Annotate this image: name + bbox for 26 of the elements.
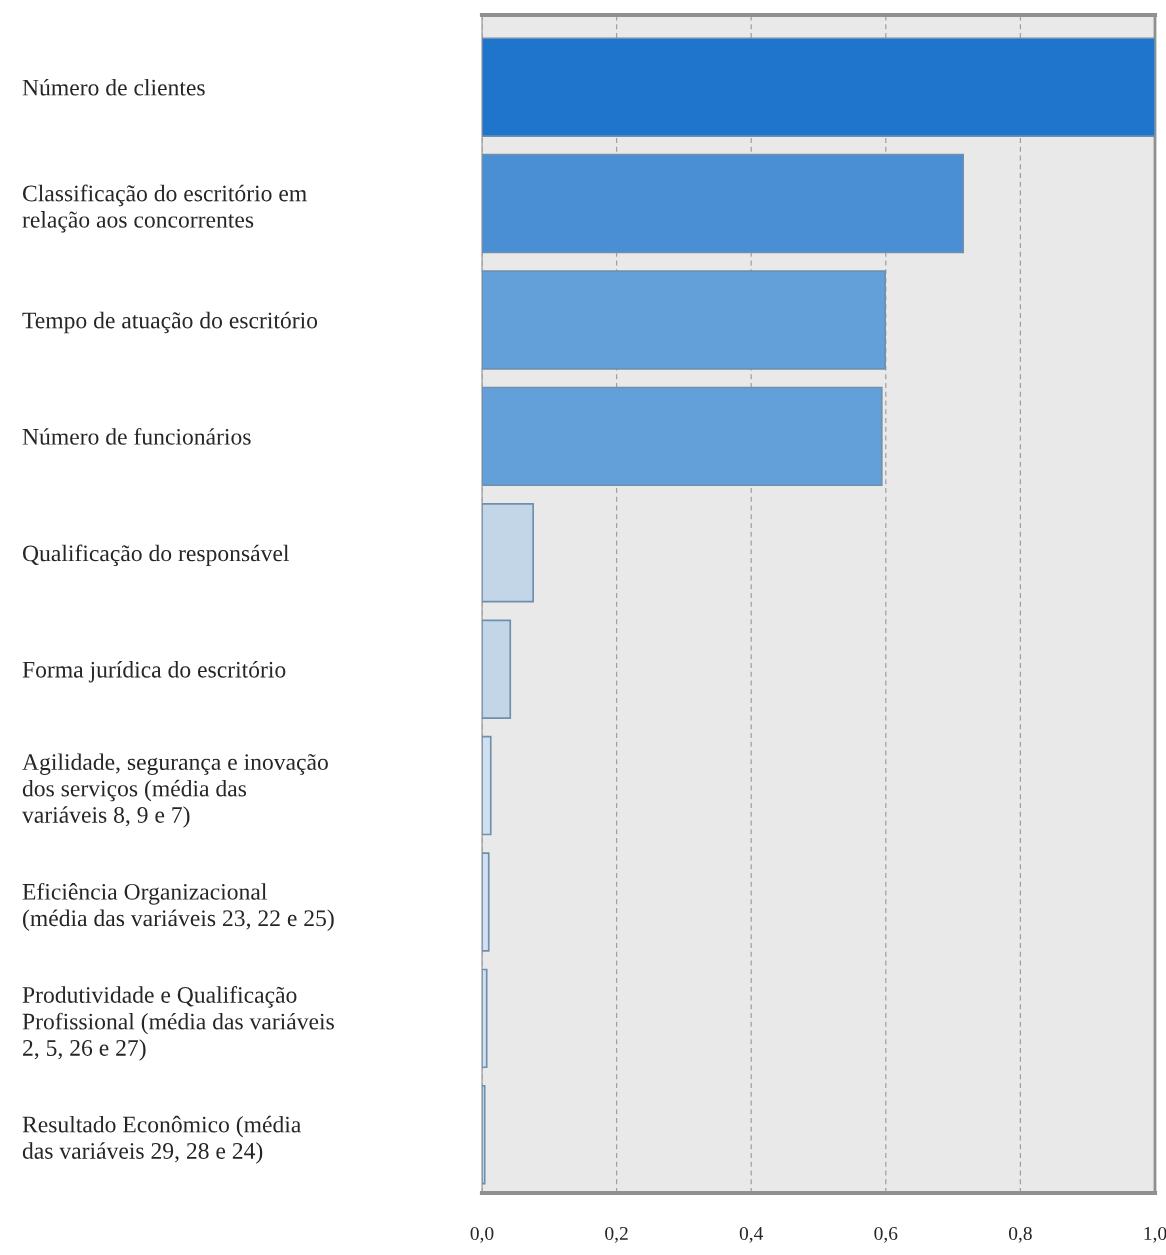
x-tick-label: 0,0 — [470, 1226, 494, 1243]
y-tick-label: Eficiência Organizacional (média das variáveis 23, 22 e 25) — [22, 882, 334, 932]
bar — [482, 386, 883, 487]
y-tick-label: Classificação do escritório em relação aos concorrentes — [22, 184, 307, 233]
x-tick-label: 0,6 — [874, 1226, 898, 1243]
y-tick-label: Resultado Econômico (média das variáveis 29, 28 e 24) — [22, 1115, 301, 1164]
bar — [482, 503, 534, 603]
y-tick-label: Tempo de atuação do escritório — [22, 311, 318, 334]
bar — [482, 153, 965, 254]
y-tick-label: Número de clientes — [22, 78, 205, 96]
bar — [482, 735, 492, 836]
bar — [482, 37, 1155, 137]
y-tick-label: Agilidade, segurança e inovação dos serviços (média das variáveis 8, 9 e 7) — [22, 753, 328, 828]
bar — [482, 1085, 486, 1185]
x-tick-label: 0,2 — [605, 1226, 628, 1243]
y-tick-label: Qualificação do responsável — [22, 544, 290, 567]
bar — [482, 968, 488, 1069]
x-tick-label: 0,8 — [1008, 1226, 1032, 1243]
bar — [482, 852, 490, 952]
x-tick-label: 0,4 — [739, 1226, 764, 1243]
x-tick-label: 1,0 — [1144, 1226, 1166, 1243]
y-tick-label: Forma jurídica do escritório — [22, 660, 286, 683]
bar — [482, 619, 512, 719]
y-tick-label: Número de funcionários — [22, 427, 251, 445]
y-tick-label: Produtividade e Qualificação Profissional (média das variáveis 2, 5, 26 e 27) — [22, 986, 334, 1061]
bar — [482, 270, 886, 370]
